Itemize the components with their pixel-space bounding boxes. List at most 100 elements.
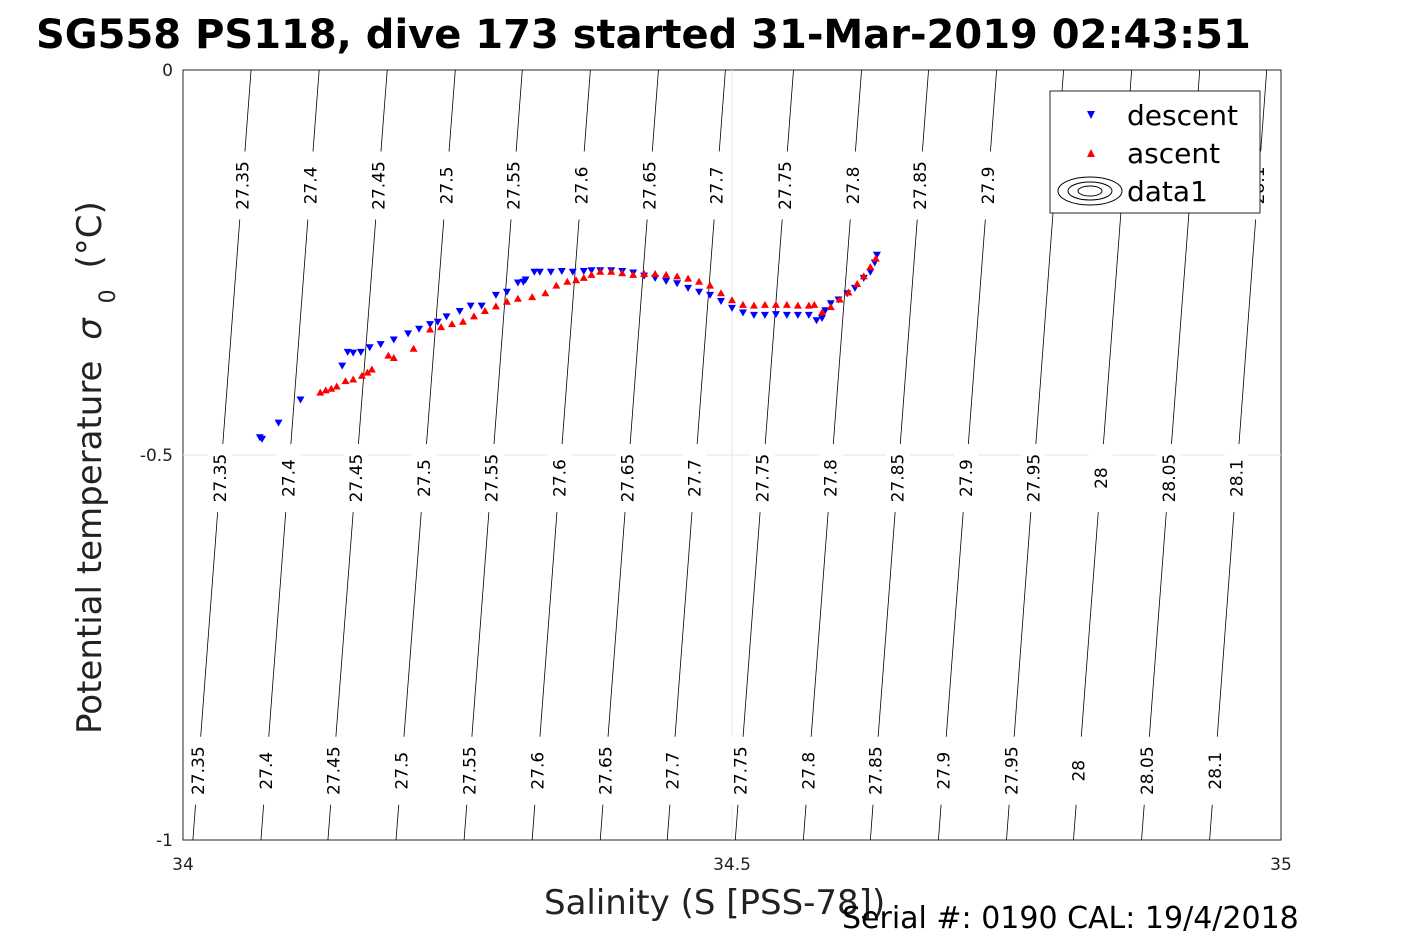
contour-label-bg: [186, 736, 211, 805]
descent-point: [812, 317, 821, 325]
descent-point: [477, 302, 486, 310]
legend-box: [1049, 90, 1261, 214]
descent-point: [530, 268, 539, 276]
contour-label: 27.45: [369, 161, 389, 210]
ascent-point: [327, 384, 336, 392]
legend-data1-marker: [1057, 176, 1123, 206]
descent-point: [415, 325, 424, 333]
contour-label-bg: [772, 151, 797, 220]
ascent-point: [662, 270, 671, 278]
ascent-point: [859, 272, 868, 280]
contour-label-bg: [931, 736, 956, 805]
y-axis-label-unit: (°C): [70, 201, 110, 268]
descent-point: [521, 276, 530, 284]
ascent-point: [579, 273, 588, 281]
ascent-point: [853, 280, 862, 288]
descent-point: [274, 419, 283, 427]
x-axis-ticks: 34 34.5 35: [172, 855, 1292, 875]
legend-ascent-label: ascent: [1127, 137, 1220, 170]
ascent-point: [552, 281, 561, 289]
contour-label-bg: [208, 444, 233, 513]
ascent-point: [844, 288, 853, 296]
y-axis-label-sub: 0: [96, 289, 121, 303]
y-tick-label: 0: [162, 61, 173, 81]
descent-point: [442, 313, 451, 321]
contour-label: 28.1: [1206, 752, 1226, 790]
contour-label-bg: [366, 151, 391, 220]
ascent-series: [316, 254, 880, 396]
contour-label: 27.65: [641, 161, 661, 210]
descent-point: [782, 311, 791, 319]
legend-descent-label: descent: [1127, 99, 1238, 132]
legend-ascent-marker: [1087, 149, 1095, 157]
contour-label: 27.65: [619, 454, 639, 503]
contour-label: 27.85: [889, 454, 909, 503]
contour-label: 27.6: [573, 167, 593, 205]
contour-label: 27.5: [415, 459, 435, 497]
contour-label-bg: [750, 444, 775, 513]
ascent-point: [458, 317, 467, 325]
ascent-point: [596, 267, 605, 275]
descent-point: [502, 288, 511, 296]
contour-label-bg: [1134, 736, 1159, 805]
ascent-point: [640, 270, 649, 278]
contour-label: 27.5: [437, 167, 457, 205]
ascent-point: [673, 272, 682, 280]
contour-label: 27.95: [1024, 454, 1044, 503]
ascent-point: [587, 270, 596, 278]
descent-point: [866, 268, 875, 276]
descent-point: [749, 311, 758, 319]
contour-label: 27.45: [324, 746, 344, 795]
descent-point: [389, 336, 398, 344]
descent-point: [513, 279, 522, 287]
contour-label-bg: [840, 151, 865, 220]
descent-point: [466, 302, 475, 310]
contour-label-bg: [863, 736, 888, 805]
y-axis-ticks: 0 -0.5 -1: [140, 61, 173, 851]
descent-point: [793, 311, 802, 319]
contour-label: 27.4: [279, 459, 299, 497]
descent-point: [535, 268, 544, 276]
contour-label-bg: [728, 736, 753, 805]
contour-label: 27.9: [979, 167, 999, 205]
ascent-point: [749, 301, 758, 309]
descent-point: [587, 267, 596, 275]
contour-label-bg: [999, 736, 1024, 805]
ascent-point: [409, 344, 418, 352]
contour-label-bg: [434, 151, 459, 220]
contour-label: 27.4: [257, 752, 277, 790]
contour-label: 28.1: [1227, 459, 1247, 497]
contour-label: 27.8: [800, 752, 820, 790]
ascent-point: [684, 274, 693, 282]
y-tick-label: -1: [156, 831, 173, 851]
contour-label-bg: [818, 444, 843, 513]
footer-serial-cal: Serial #: 0190 CAL: 19/4/2018: [842, 901, 1299, 936]
descent-point: [579, 267, 588, 275]
contour-label: 27.35: [189, 746, 209, 795]
contour-label: 28: [1070, 760, 1090, 782]
ascent-point: [426, 325, 435, 333]
chart-title: SG558 PS118, dive 173 started 31-Mar-201…: [36, 12, 1251, 58]
descent-point: [404, 330, 413, 338]
ascent-point: [528, 293, 537, 301]
descent-point: [433, 318, 442, 326]
descent-point: [673, 280, 682, 288]
contour-label-bg: [298, 151, 323, 220]
contour-label-bg: [682, 444, 707, 513]
contour-label-bg: [1088, 444, 1113, 513]
contour-label-bg: [501, 151, 526, 220]
svg-text:Potential temperature σ: Potential temperature σ 0 (°C): [70, 201, 124, 734]
ascent-point: [572, 276, 581, 284]
descent-point: [771, 311, 780, 319]
contour-label: 27.55: [482, 454, 502, 503]
ascent-point: [771, 300, 780, 308]
ascent-point: [629, 270, 638, 278]
ascent-point: [706, 281, 715, 289]
contour-label-bg: [479, 444, 504, 513]
ascent-point: [480, 307, 489, 315]
contour-label-bg: [321, 736, 346, 805]
descent-point: [717, 298, 726, 305]
ascent-point: [437, 323, 446, 331]
contour-label-bg: [254, 736, 279, 805]
contour-label-bg: [411, 444, 436, 513]
